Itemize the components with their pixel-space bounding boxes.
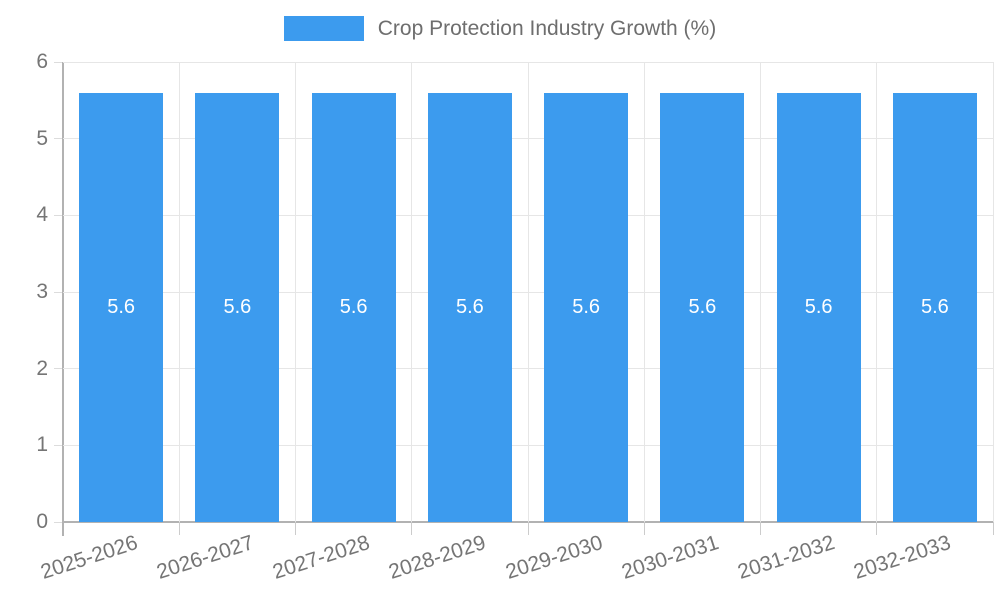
bar-value-label: 5.6 (223, 295, 252, 318)
legend-swatch (283, 16, 364, 41)
x-axis-tick-label: 2026-2027 (153, 531, 257, 584)
x-tick-mark (760, 522, 761, 535)
x-tick-mark (643, 522, 645, 535)
x-tick-mark (295, 522, 296, 535)
gridline-vertical (295, 62, 296, 522)
x-tick-mark (992, 522, 994, 535)
y-axis-tick-label: 4 (36, 203, 48, 227)
bar-value-label: 5.6 (920, 295, 949, 318)
bar-value-label: 5.6 (688, 295, 717, 318)
x-tick-mark (527, 522, 529, 535)
bar-value-label: 5.6 (804, 295, 833, 318)
bar[interactable]: 5.6 (660, 92, 745, 522)
y-tick-mark (54, 291, 62, 293)
bar-value-label: 5.6 (107, 295, 136, 318)
x-tick-mark (876, 522, 878, 535)
y-axis-line (62, 62, 64, 536)
bar[interactable]: 5.6 (544, 92, 629, 522)
x-axis-tick-label: 2028-2029 (386, 531, 489, 584)
gridline-vertical (411, 62, 413, 522)
legend[interactable]: Crop Protection Industry Growth (%) (0, 16, 1000, 41)
y-tick-mark (54, 138, 62, 140)
y-tick-mark (54, 444, 62, 446)
gridline-vertical (876, 62, 878, 522)
bar[interactable]: 5.6 (311, 92, 396, 522)
gridline-vertical (527, 62, 529, 522)
y-axis-tick-label: 3 (36, 280, 48, 303)
bar[interactable]: 5.6 (892, 92, 977, 522)
x-axis-tick-label: 2032-2033 (851, 531, 954, 584)
bar-value-label: 5.6 (455, 295, 484, 318)
y-axis-tick-label: 0 (36, 510, 48, 533)
y-tick-mark (54, 61, 62, 63)
y-tick-mark (54, 521, 62, 523)
bar[interactable]: 5.6 (427, 92, 512, 522)
bar-value-label: 5.6 (572, 295, 601, 318)
y-axis-tick-label: 5 (36, 126, 48, 150)
y-axis-tick-label: 6 (36, 50, 48, 73)
legend-label: Crop Protection Industry Growth (%) (377, 16, 717, 40)
x-axis-tick-label: 2025-2026 (37, 531, 141, 584)
bar[interactable]: 5.6 (195, 92, 280, 522)
bar-value-label: 5.6 (339, 295, 368, 318)
gridline-vertical (760, 62, 761, 522)
y-tick-mark (54, 368, 62, 370)
x-axis-tick-label: 2030-2031 (618, 531, 722, 584)
plot-area: 5.6 5.6 5.6 5.6 5.6 5.6 5.6 5.6 (54, 61, 994, 536)
x-axis-tick-label: 2029-2030 (502, 531, 606, 584)
bar[interactable]: 5.6 (79, 92, 164, 522)
y-axis-tick-label: 1 (36, 433, 48, 457)
bar[interactable]: 5.6 (776, 92, 861, 522)
x-tick-mark (411, 522, 413, 535)
x-tick-mark (178, 522, 180, 535)
x-axis-tick-label: 2027-2028 (270, 531, 373, 584)
x-axis-tick-label: 2031-2032 (735, 531, 838, 584)
gridline-vertical (992, 62, 994, 522)
gridline-vertical (643, 62, 645, 522)
y-tick-mark (54, 214, 62, 216)
y-axis-tick-label: 2 (36, 356, 48, 380)
gridline-vertical (178, 62, 180, 522)
